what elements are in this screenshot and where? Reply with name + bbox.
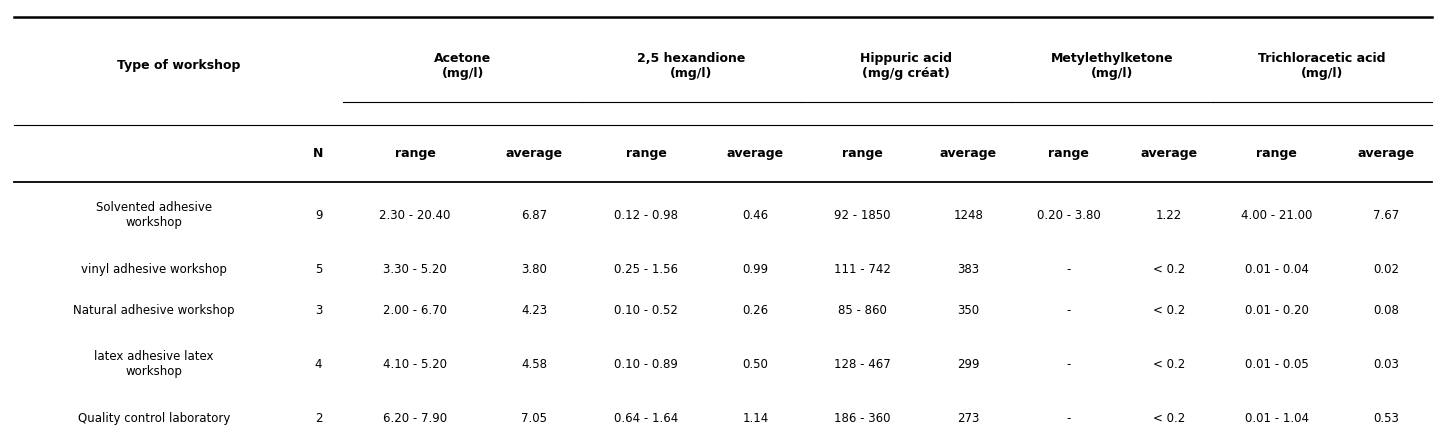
Text: range: range [1257, 147, 1297, 160]
Text: 5: 5 [315, 263, 322, 276]
Text: 0.01 - 1.04: 0.01 - 1.04 [1245, 412, 1309, 425]
Text: range: range [842, 147, 884, 160]
Text: 92 - 1850: 92 - 1850 [834, 209, 891, 221]
Text: Acetone
(mg/l): Acetone (mg/l) [434, 52, 492, 80]
Text: 128 - 467: 128 - 467 [834, 358, 891, 371]
Text: 0.12 - 0.98: 0.12 - 0.98 [615, 209, 678, 221]
Text: 0.53: 0.53 [1374, 412, 1400, 425]
Text: 1248: 1248 [953, 209, 983, 221]
Text: 111 - 742: 111 - 742 [834, 263, 891, 276]
Text: 4.10 - 5.20: 4.10 - 5.20 [383, 358, 447, 371]
Text: 85 - 860: 85 - 860 [839, 304, 886, 317]
Text: -: - [1066, 304, 1071, 317]
Text: 4: 4 [315, 358, 322, 371]
Text: 186 - 360: 186 - 360 [834, 412, 891, 425]
Text: 0.20 - 3.80: 0.20 - 3.80 [1037, 209, 1100, 221]
Text: 2,5 hexandione
(mg/l): 2,5 hexandione (mg/l) [638, 52, 746, 80]
Text: 0.46: 0.46 [742, 209, 768, 221]
Text: 4.58: 4.58 [522, 358, 548, 371]
Text: 299: 299 [957, 358, 979, 371]
Text: < 0.2: < 0.2 [1152, 304, 1186, 317]
Text: average: average [727, 147, 784, 160]
Text: 6.20 - 7.90: 6.20 - 7.90 [383, 412, 447, 425]
Text: Solvented adhesive
workshop: Solvented adhesive workshop [95, 201, 213, 229]
Text: 0.26: 0.26 [742, 304, 768, 317]
Text: vinyl adhesive workshop: vinyl adhesive workshop [81, 263, 227, 276]
Text: 2.00 - 6.70: 2.00 - 6.70 [383, 304, 447, 317]
Text: range: range [1048, 147, 1089, 160]
Text: 2: 2 [315, 412, 322, 425]
Text: Quality control laboratory: Quality control laboratory [78, 412, 230, 425]
Text: 0.10 - 0.52: 0.10 - 0.52 [615, 304, 678, 317]
Text: 1.22: 1.22 [1155, 209, 1181, 221]
Text: 3.80: 3.80 [522, 263, 547, 276]
Text: 0.03: 0.03 [1374, 358, 1400, 371]
Text: Hippuric acid
(mg/g créat): Hippuric acid (mg/g créat) [860, 52, 953, 80]
Text: 273: 273 [957, 412, 979, 425]
Text: average: average [940, 147, 996, 160]
Text: 7.67: 7.67 [1374, 209, 1400, 221]
Text: < 0.2: < 0.2 [1152, 263, 1186, 276]
Text: 4.23: 4.23 [522, 304, 548, 317]
Text: 3: 3 [315, 304, 322, 317]
Text: 1.14: 1.14 [742, 412, 769, 425]
Text: 350: 350 [957, 304, 979, 317]
Text: N: N [314, 147, 324, 160]
Text: 0.02: 0.02 [1374, 263, 1400, 276]
Text: Metylethylketone
(mg/l): Metylethylketone (mg/l) [1051, 52, 1174, 80]
Text: 0.10 - 0.89: 0.10 - 0.89 [615, 358, 678, 371]
Text: Type of workshop: Type of workshop [117, 60, 240, 72]
Text: 0.99: 0.99 [742, 263, 768, 276]
Text: Trichloracetic acid
(mg/l): Trichloracetic acid (mg/l) [1258, 52, 1385, 80]
Text: -: - [1066, 358, 1071, 371]
Text: average: average [506, 147, 562, 160]
Text: 0.25 - 1.56: 0.25 - 1.56 [615, 263, 678, 276]
Text: 0.01 - 0.20: 0.01 - 0.20 [1245, 304, 1309, 317]
Text: 0.01 - 0.05: 0.01 - 0.05 [1245, 358, 1309, 371]
Text: 4.00 - 21.00: 4.00 - 21.00 [1241, 209, 1313, 221]
Text: range: range [626, 147, 667, 160]
Text: average: average [1141, 147, 1197, 160]
Text: 9: 9 [315, 209, 322, 221]
Text: 383: 383 [957, 263, 979, 276]
Text: 0.50: 0.50 [742, 358, 768, 371]
Text: Natural adhesive workshop: Natural adhesive workshop [74, 304, 234, 317]
Text: 6.87: 6.87 [522, 209, 548, 221]
Text: 3.30 - 5.20: 3.30 - 5.20 [383, 263, 447, 276]
Text: 0.64 - 1.64: 0.64 - 1.64 [615, 412, 678, 425]
Text: 7.05: 7.05 [522, 412, 548, 425]
Text: latex adhesive latex
workshop: latex adhesive latex workshop [94, 350, 214, 378]
Text: < 0.2: < 0.2 [1152, 358, 1186, 371]
Text: 2.30 - 20.40: 2.30 - 20.40 [379, 209, 451, 221]
Text: -: - [1066, 412, 1071, 425]
Text: < 0.2: < 0.2 [1152, 412, 1186, 425]
Text: range: range [395, 147, 435, 160]
Text: -: - [1066, 263, 1071, 276]
Text: 0.08: 0.08 [1374, 304, 1400, 317]
Text: 0.01 - 0.04: 0.01 - 0.04 [1245, 263, 1309, 276]
Text: average: average [1358, 147, 1414, 160]
